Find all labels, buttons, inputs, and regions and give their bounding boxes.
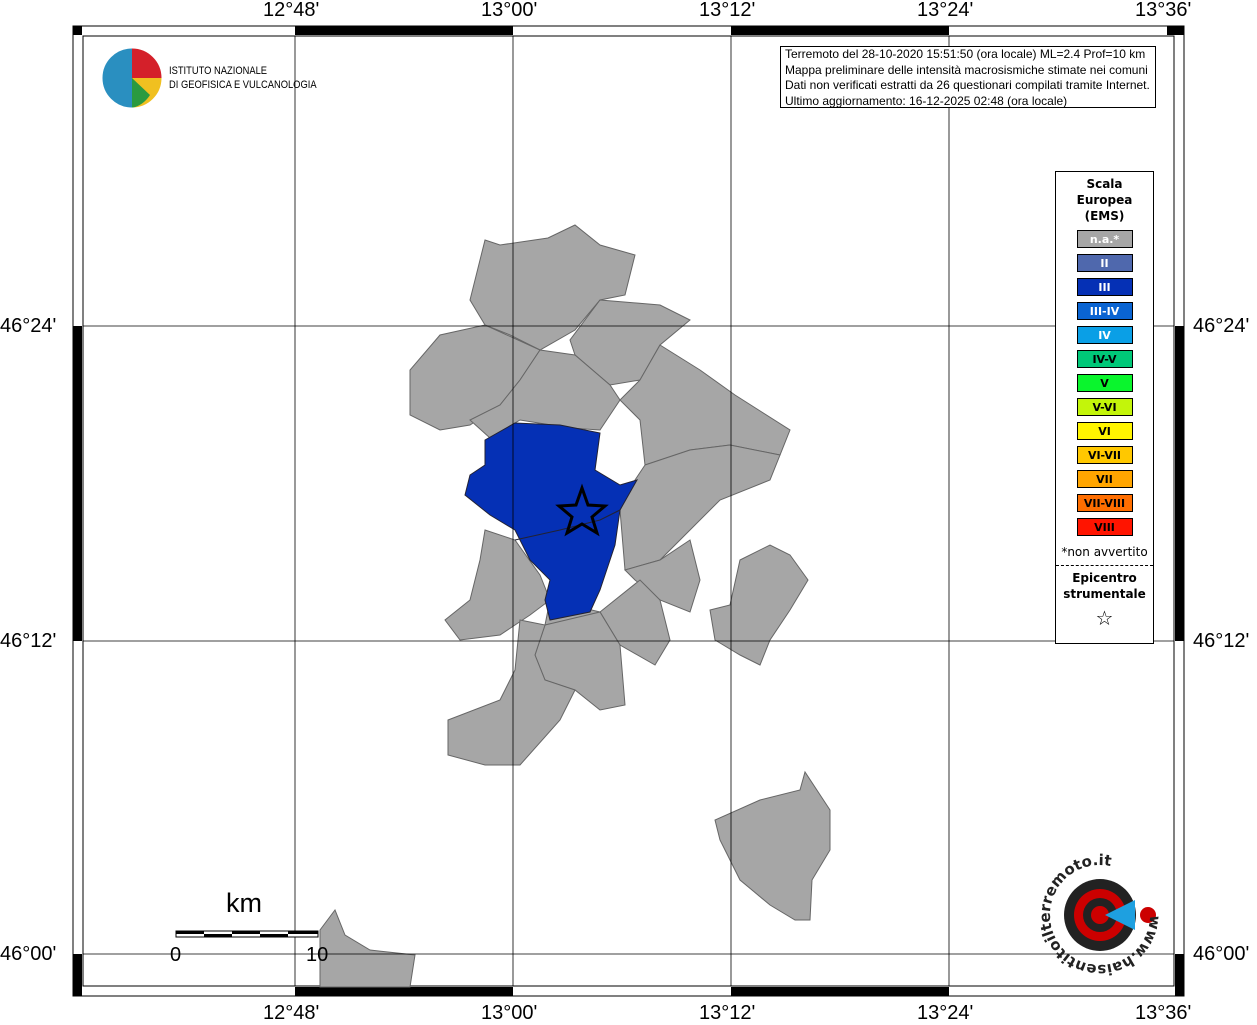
legend-note: *non avvertito [1061, 545, 1148, 559]
ingv-logo-text: ISTITUTO NAZIONALE DI GEOFISICA E VULCAN… [169, 64, 317, 92]
map-description: Mappa preliminare delle intensità macros… [785, 62, 1148, 77]
municipality-polygons [319, 224, 831, 988]
municipality-na [444, 529, 551, 641]
municipality-iii [464, 422, 639, 621]
lon-label-top: 12°48' [263, 0, 320, 21]
legend-divider [1056, 565, 1153, 566]
legend-swatch: V-VI [1076, 398, 1133, 416]
municipality-na [714, 770, 831, 921]
legend-swatch: VIII [1076, 518, 1133, 536]
municipality-na [319, 908, 416, 988]
legend-swatch: IV [1076, 326, 1133, 344]
data-note: Dati non verificati estratti da 26 quest… [785, 78, 1150, 92]
legend-swatch: III-IV [1076, 302, 1133, 320]
lat-label-right: 46°00' [1193, 943, 1250, 965]
legend-epicenter-line: Epicentro [1072, 571, 1137, 585]
lat-label-right: 46°12' [1193, 630, 1250, 652]
lon-label-bottom: 13°36' [1135, 1002, 1192, 1024]
legend-star-icon: ☆ [1095, 606, 1114, 630]
scale-end: 10 [306, 944, 329, 966]
municipality-na [447, 619, 576, 766]
lat-label-right: 46°24' [1193, 315, 1250, 337]
scale-start: 0 [170, 944, 182, 966]
legend-swatch: VII [1076, 470, 1133, 488]
epicenter-star-icon [555, 483, 609, 537]
legend-title-line: (EMS) [1084, 209, 1125, 223]
lon-label-bottom: 12°48' [263, 1002, 320, 1024]
lon-label-top: 13°36' [1135, 0, 1192, 21]
legend-swatch: VII-VIII [1076, 494, 1133, 512]
scale-unit: km [226, 888, 262, 918]
lat-label-left: 46°12' [0, 630, 57, 652]
legend-title-line: Scala [1086, 177, 1123, 191]
municipality-na [619, 444, 781, 571]
legend-epicenter-line: strumentale [1063, 587, 1146, 601]
ingv-globe-icon [101, 47, 163, 109]
lat-label-left: 46°24' [0, 315, 57, 337]
scale-bar [175, 930, 319, 938]
lon-label-bottom: 13°00' [481, 1002, 538, 1024]
legend-swatch: II [1076, 254, 1133, 272]
lon-label-top: 13°00' [481, 0, 538, 21]
ems-legend: Scala Europea (EMS) n.a.* II III III-IV IV IV… [1055, 171, 1154, 644]
lat-label-left: 46°00' [0, 943, 57, 965]
legend-swatch: VI [1076, 422, 1133, 440]
event-line: Terremoto del 28-10-2020 15:51:50 (ora l… [785, 47, 1146, 61]
legend-swatch: IV-V [1076, 350, 1133, 368]
lon-label-top: 13°24' [917, 0, 974, 21]
legend-title-line: Europea [1076, 193, 1133, 207]
legend-swatch: III [1076, 278, 1133, 296]
graticule [83, 36, 1174, 986]
lon-label-top: 13°12' [699, 0, 756, 21]
last-update: Ultimo aggiornamento: 16-12-2025 02:48 (… [785, 93, 1068, 108]
legend-epicenter-label: Epicentro strumentale [1056, 570, 1153, 602]
logo-line: ISTITUTO NAZIONALE [169, 65, 268, 77]
legend-swatch: V [1076, 374, 1133, 392]
frame-border [73, 26, 1184, 996]
lon-label-bottom: 13°24' [917, 1002, 974, 1024]
legend-swatch: VI-VII [1076, 446, 1133, 464]
watermark-logo-icon [1064, 879, 1156, 951]
legend-title: Scala Europea (EMS) [1056, 176, 1153, 224]
lon-label-bottom: 13°12' [699, 1002, 756, 1024]
logo-line: DI GEOFISICA E VULCANOLOGIA [169, 79, 317, 91]
event-info-box: Terremoto del 28-10-2020 15:51:50 (ora l… [780, 46, 1156, 108]
legend-swatch: n.a.* [1076, 230, 1133, 248]
municipality-na [709, 544, 809, 666]
